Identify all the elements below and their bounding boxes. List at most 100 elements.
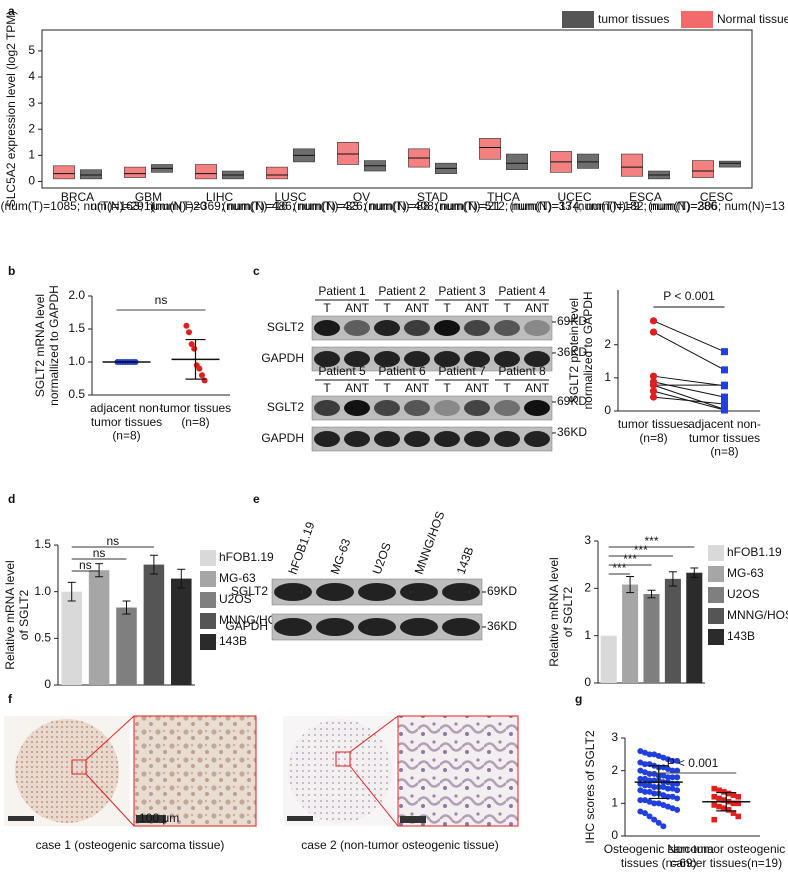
x-tick-label: CESC	[700, 190, 734, 204]
blot-band	[464, 400, 490, 416]
data-point	[637, 767, 644, 774]
data-point	[201, 377, 208, 384]
blot-band	[524, 351, 550, 367]
y-tick-label: 1.5	[68, 321, 85, 335]
y-tick-label: 1.5	[34, 537, 51, 551]
legend-label: hFOB1.19	[219, 550, 274, 564]
y-tick-label: 2	[28, 121, 35, 135]
size-marker: 69KD	[557, 314, 587, 328]
blot-band	[464, 320, 490, 336]
error-bar	[149, 554, 158, 575]
x-tick-label: BRCA	[61, 190, 94, 204]
lane-label: T	[323, 381, 331, 395]
bar	[61, 591, 82, 685]
error-bar	[122, 600, 131, 615]
data-point	[646, 751, 653, 758]
data-point	[716, 795, 722, 802]
data-point	[721, 381, 728, 389]
y-tick-label: 2	[584, 581, 591, 595]
data-point	[641, 775, 648, 782]
sample-size-label: (num(T)=408; num(N)=21	[364, 199, 501, 213]
data-point	[730, 810, 737, 816]
data-point	[649, 317, 658, 325]
y-tick-label: 2.0	[68, 288, 85, 302]
x-tick-label: tumor tissues (n=8)	[618, 417, 689, 445]
bar	[171, 578, 192, 685]
data-point	[660, 792, 667, 799]
data-point	[646, 798, 653, 805]
data-point	[649, 381, 658, 389]
error-bar	[67, 581, 76, 602]
data-point	[721, 797, 727, 803]
blot-row-label: GAPDH	[261, 431, 304, 445]
data-point	[664, 803, 671, 810]
data-point	[637, 787, 644, 794]
x-tick-label: Non-tumor osteogenic cancer tissues(n=19)	[667, 842, 785, 870]
data-point	[660, 772, 667, 779]
box	[506, 153, 528, 171]
blot-band	[314, 431, 340, 447]
blot-band	[464, 351, 490, 367]
lane-label: T	[503, 301, 511, 315]
data-point	[646, 782, 653, 789]
panel-label: d	[8, 492, 15, 506]
data-point	[637, 775, 644, 782]
data-point	[721, 366, 728, 374]
annotation: P < 0.001	[667, 756, 719, 770]
data-point	[716, 803, 722, 810]
legend-swatch	[708, 566, 724, 582]
y-tick-label: 0	[611, 828, 618, 842]
blot-band	[374, 320, 400, 336]
blot-band	[314, 351, 340, 367]
data-point	[669, 774, 676, 781]
zoom-box	[335, 751, 351, 767]
data-point	[669, 785, 676, 792]
sample-size-label: (num(T)=306; num(N)=13	[648, 199, 785, 213]
data-point	[641, 788, 648, 795]
text-line: of SGLT2	[17, 589, 31, 640]
lane-group-label: Patient 6	[378, 364, 426, 378]
box	[479, 138, 501, 160]
data-point	[196, 365, 203, 372]
blot-band	[524, 431, 550, 447]
error-bar	[177, 568, 186, 589]
blot-band	[374, 431, 400, 447]
error-bar	[647, 589, 656, 599]
lane-group-label: Patient 7	[438, 364, 486, 378]
y-tick-label: 0	[44, 677, 51, 691]
data-point	[188, 341, 195, 348]
lane-label: ANT	[405, 381, 430, 395]
legend-label: 143B	[727, 629, 755, 643]
legend-swatch	[708, 545, 724, 561]
y-axis-label: IHC scores of SGLT2	[583, 730, 597, 843]
data-point	[711, 802, 718, 808]
lane-label: 143B	[454, 545, 477, 576]
x-tick-label: adjacent non-tumor tissues (n=8)	[90, 401, 163, 443]
comparison-label: ns	[106, 534, 119, 548]
text-line: cancer tissues(n=19)	[670, 856, 782, 870]
blot-band	[404, 320, 430, 336]
lane-group-label: Patient 8	[498, 364, 546, 378]
text-line: Relative mRNA level	[547, 557, 561, 666]
data-point	[649, 393, 658, 401]
pair-line	[653, 384, 725, 410]
data-point	[721, 789, 727, 795]
y-tick-label: 1	[28, 148, 35, 162]
legend-label: MG-63	[219, 571, 256, 585]
legend-label: U2OS	[219, 592, 252, 606]
box	[719, 160, 741, 168]
zoom-line	[85, 773, 135, 827]
lane-label: ANT	[405, 301, 430, 315]
text-line: Osteogenic sarcoma	[604, 842, 714, 856]
text-line: adjacent non-	[90, 401, 163, 415]
panel-label: e	[253, 492, 260, 506]
data-point	[660, 801, 667, 808]
data-point	[721, 400, 728, 408]
data-point	[651, 790, 658, 797]
blot-band	[274, 583, 312, 601]
data-point	[660, 823, 667, 830]
legend-label: tumor tissues	[598, 12, 669, 26]
legend-swatch	[708, 608, 724, 624]
box	[53, 165, 75, 180]
blot-row-label: GAPDH	[261, 351, 304, 365]
